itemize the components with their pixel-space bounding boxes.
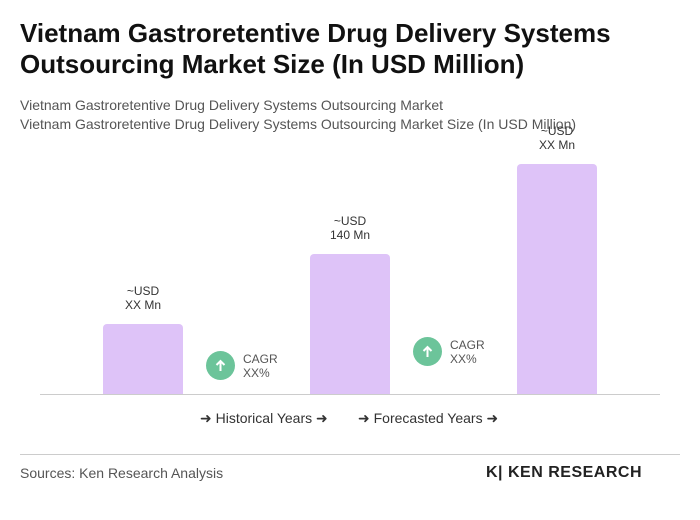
cagr-label: CAGR XX% <box>243 352 278 380</box>
cagr-icon <box>413 337 442 366</box>
source: Sources: Ken Research Analysis <box>20 465 224 481</box>
legend-label: Forecasted Years <box>373 410 483 426</box>
legend-item: ➜ Historical Years ➜ <box>200 410 328 426</box>
value-label: ~USD XX Mn <box>124 284 161 312</box>
legend-item: ➜ Forecasted Years ➜ <box>358 410 499 426</box>
arrow-icon <box>215 359 226 371</box>
legend-label: Historical Years <box>215 410 313 426</box>
value-label: ~USD XX Mn <box>538 124 575 152</box>
bar <box>310 254 390 394</box>
divider <box>20 454 680 455</box>
arrow-icon <box>422 345 433 357</box>
subtitle: Vietnam Gastroretentive Drug Delivery Sy… <box>20 97 444 113</box>
cagr-label: CAGR XX% <box>450 338 485 366</box>
logo: K| KEN RESEARCH <box>486 464 642 481</box>
chart-title: Vietnam Gastroretentive Drug Delivery Sy… <box>20 18 611 79</box>
axis-line <box>40 394 660 395</box>
subtitle: Vietnam Gastroretentive Drug Delivery Sy… <box>20 116 577 132</box>
bar <box>103 324 183 394</box>
cagr-icon <box>206 351 235 380</box>
logo-text: KEN RESEARCH <box>507 464 642 481</box>
value-label: ~USD 140 Mn <box>329 214 371 242</box>
bar <box>517 164 597 394</box>
